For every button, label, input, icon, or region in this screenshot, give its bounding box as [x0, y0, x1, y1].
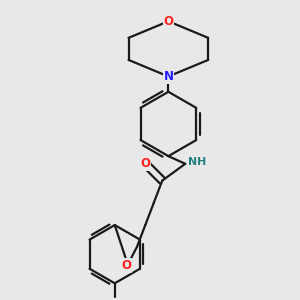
Text: NH: NH: [188, 157, 206, 167]
Text: O: O: [164, 15, 173, 28]
Text: N: N: [164, 70, 173, 83]
Text: O: O: [121, 259, 131, 272]
Text: O: O: [140, 157, 150, 170]
